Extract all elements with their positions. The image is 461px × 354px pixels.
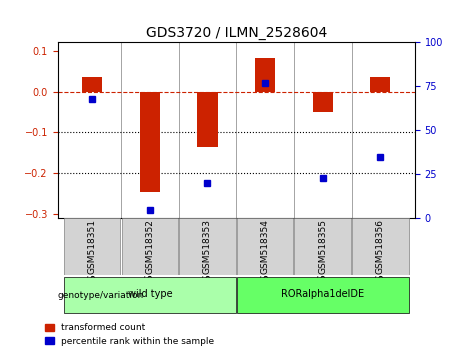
- FancyBboxPatch shape: [237, 278, 408, 313]
- Bar: [197, 92, 218, 147]
- Text: wild type: wild type: [128, 290, 172, 299]
- Bar: [370, 77, 390, 92]
- Title: GDS3720 / ILMN_2528604: GDS3720 / ILMN_2528604: [146, 26, 327, 40]
- Text: GSM518352: GSM518352: [145, 219, 154, 274]
- FancyBboxPatch shape: [352, 218, 408, 275]
- Bar: [82, 77, 102, 92]
- Text: RORalpha1delDE: RORalpha1delDE: [281, 290, 364, 299]
- FancyBboxPatch shape: [64, 218, 120, 275]
- Text: GSM518356: GSM518356: [376, 219, 385, 274]
- FancyBboxPatch shape: [179, 218, 236, 275]
- Bar: [255, 58, 275, 92]
- Bar: [140, 92, 160, 192]
- Text: GSM518353: GSM518353: [203, 219, 212, 274]
- Text: GSM518351: GSM518351: [88, 219, 97, 274]
- Text: GSM518354: GSM518354: [260, 219, 270, 274]
- Legend: transformed count, percentile rank within the sample: transformed count, percentile rank withi…: [41, 320, 218, 349]
- Text: GSM518355: GSM518355: [318, 219, 327, 274]
- Text: genotype/variation: genotype/variation: [58, 291, 144, 300]
- Bar: [313, 92, 333, 112]
- FancyBboxPatch shape: [122, 218, 178, 275]
- FancyBboxPatch shape: [64, 278, 236, 313]
- FancyBboxPatch shape: [237, 218, 293, 275]
- FancyBboxPatch shape: [295, 218, 351, 275]
